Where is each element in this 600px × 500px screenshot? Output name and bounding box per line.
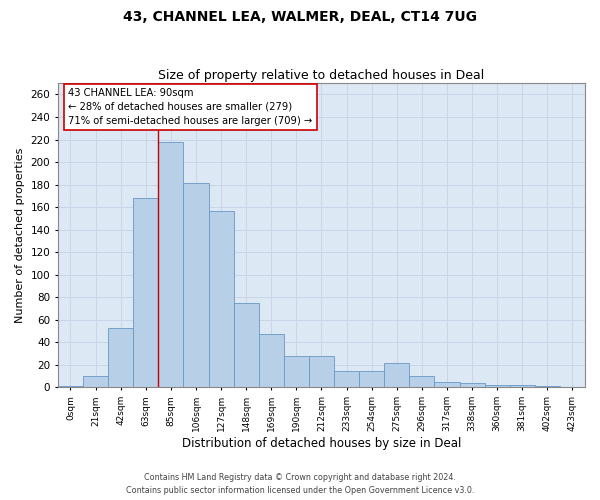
Bar xyxy=(409,376,434,388)
Bar xyxy=(108,328,133,388)
Bar xyxy=(259,334,284,388)
Bar xyxy=(510,385,535,388)
Bar xyxy=(485,385,510,388)
Bar xyxy=(58,386,83,388)
Bar xyxy=(535,386,560,388)
X-axis label: Distribution of detached houses by size in Deal: Distribution of detached houses by size … xyxy=(182,437,461,450)
Y-axis label: Number of detached properties: Number of detached properties xyxy=(15,148,25,323)
Bar xyxy=(158,142,184,388)
Bar xyxy=(284,356,309,388)
Bar xyxy=(434,382,460,388)
Title: Size of property relative to detached houses in Deal: Size of property relative to detached ho… xyxy=(158,69,485,82)
Bar xyxy=(334,370,359,388)
Bar xyxy=(359,370,384,388)
Text: Contains HM Land Registry data © Crown copyright and database right 2024.
Contai: Contains HM Land Registry data © Crown c… xyxy=(126,474,474,495)
Bar xyxy=(233,303,259,388)
Bar xyxy=(184,184,209,388)
Bar xyxy=(209,210,233,388)
Bar xyxy=(133,198,158,388)
Bar xyxy=(384,362,409,388)
Text: 43, CHANNEL LEA, WALMER, DEAL, CT14 7UG: 43, CHANNEL LEA, WALMER, DEAL, CT14 7UG xyxy=(123,10,477,24)
Bar xyxy=(83,376,108,388)
Bar xyxy=(460,383,485,388)
Text: 43 CHANNEL LEA: 90sqm
← 28% of detached houses are smaller (279)
71% of semi-det: 43 CHANNEL LEA: 90sqm ← 28% of detached … xyxy=(68,88,313,126)
Bar xyxy=(309,356,334,388)
